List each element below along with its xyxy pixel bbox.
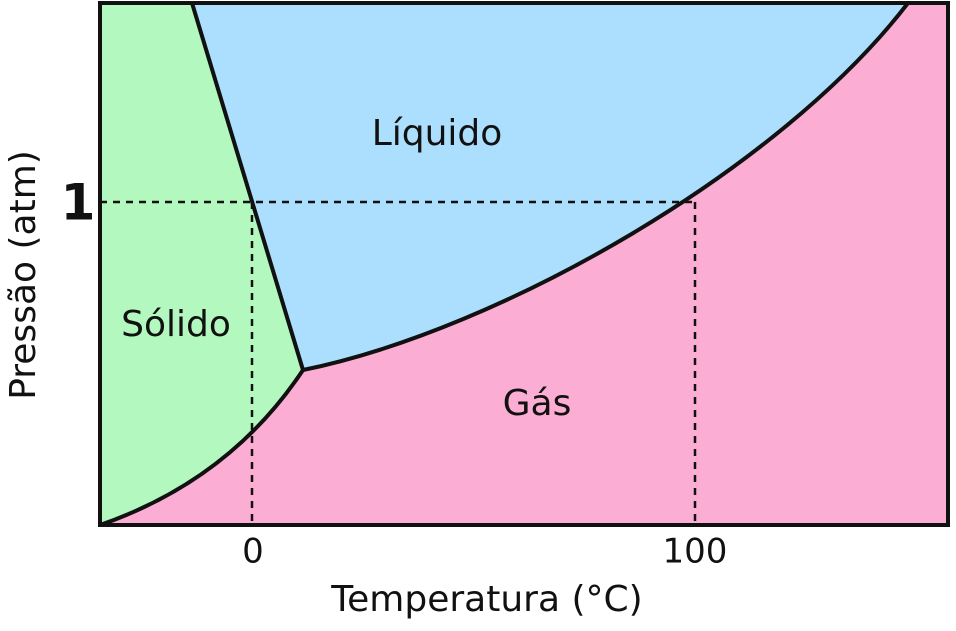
vaporization-curve bbox=[302, 1, 910, 372]
y-axis-label: Pressão (atm) bbox=[3, 150, 44, 400]
liquid-region bbox=[192, 3, 908, 370]
y-mark: 1 bbox=[61, 174, 96, 232]
sublimation-curve bbox=[99, 368, 305, 527]
phase-boundaries bbox=[99, 1, 910, 527]
fusion-curve bbox=[190, 2, 305, 371]
frame bbox=[98, 1, 950, 527]
region-label: Gás bbox=[503, 383, 572, 424]
region-label: Líquido bbox=[372, 113, 503, 154]
region-label: Sólido bbox=[121, 304, 231, 345]
x-mark: 0 bbox=[242, 532, 264, 572]
x-mark: 100 bbox=[663, 532, 728, 572]
reference-lines bbox=[100, 200, 697, 525]
solid-region bbox=[100, 3, 303, 525]
x-axis-label: Temperatura (°C) bbox=[330, 579, 642, 620]
